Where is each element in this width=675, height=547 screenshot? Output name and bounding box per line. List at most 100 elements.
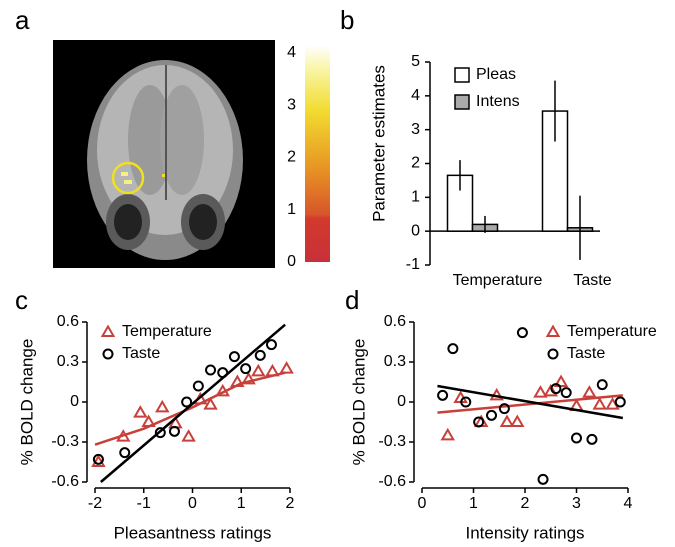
point bbox=[440, 427, 455, 441]
point bbox=[230, 374, 245, 387]
panel-label: b bbox=[340, 5, 354, 35]
point bbox=[91, 454, 106, 467]
x-tick-label: Temperature bbox=[453, 272, 543, 289]
point bbox=[265, 363, 280, 377]
point bbox=[486, 409, 498, 421]
point bbox=[241, 371, 256, 385]
x-tick-label: 0 bbox=[418, 495, 427, 512]
fit-line bbox=[437, 394, 623, 414]
y-axis-label: % BOLD change bbox=[349, 339, 368, 466]
point bbox=[560, 387, 572, 399]
point bbox=[141, 414, 156, 427]
y-axis-label: Parameter estimates bbox=[369, 65, 388, 222]
y-tick-label: 0.6 bbox=[384, 313, 406, 330]
point bbox=[498, 403, 510, 415]
y-tick-label: 0.6 bbox=[57, 313, 79, 330]
y-tick-label: 2 bbox=[411, 155, 420, 172]
panel-label: d bbox=[345, 285, 359, 315]
fit-line bbox=[100, 323, 286, 483]
y-axis-label: % BOLD change bbox=[17, 339, 36, 466]
y-tick-label: -1 bbox=[406, 256, 420, 273]
colorbar-tick-label: 3 bbox=[287, 96, 296, 113]
y-tick-label: 0 bbox=[70, 393, 79, 410]
point bbox=[240, 363, 252, 375]
point bbox=[571, 432, 582, 444]
x-tick-label: Taste bbox=[573, 272, 611, 289]
point bbox=[437, 389, 449, 401]
point bbox=[533, 385, 548, 398]
y-tick-label: 0.3 bbox=[57, 353, 79, 370]
panel-label: c bbox=[15, 285, 28, 315]
point bbox=[181, 429, 196, 442]
point bbox=[192, 380, 204, 392]
legend-swatch bbox=[454, 67, 470, 83]
point bbox=[499, 414, 515, 427]
fit-line bbox=[94, 371, 286, 446]
x-tick-label: 2 bbox=[521, 495, 530, 512]
legend-label: Intens bbox=[476, 93, 520, 110]
point bbox=[586, 433, 598, 445]
y-tick-label: -0.6 bbox=[51, 473, 79, 490]
point bbox=[516, 327, 528, 339]
point bbox=[155, 399, 170, 413]
point bbox=[473, 416, 485, 428]
point bbox=[217, 367, 229, 379]
legend-marker bbox=[102, 348, 114, 360]
y-tick-label: 0 bbox=[397, 393, 406, 410]
x-tick-label: -2 bbox=[88, 495, 102, 512]
point bbox=[168, 425, 180, 437]
colorbar bbox=[305, 45, 330, 262]
point bbox=[116, 429, 131, 442]
point bbox=[265, 339, 277, 351]
legend-label: Temperature bbox=[567, 323, 657, 340]
point bbox=[510, 414, 525, 427]
x-tick-label: -1 bbox=[137, 495, 151, 512]
point bbox=[543, 383, 558, 397]
y-tick-label: 3 bbox=[411, 121, 420, 138]
point bbox=[254, 349, 266, 361]
colorbar-tick-label: 2 bbox=[287, 149, 296, 166]
point bbox=[550, 383, 562, 395]
y-tick-label: 0 bbox=[411, 222, 420, 239]
legend-label: Taste bbox=[567, 345, 605, 362]
point bbox=[119, 447, 131, 459]
point bbox=[447, 343, 459, 355]
x-axis-label: Intensity ratings bbox=[465, 523, 584, 542]
x-tick-label: 1 bbox=[469, 495, 478, 512]
colorbar-tick-label: 4 bbox=[287, 44, 296, 61]
point bbox=[596, 379, 608, 391]
point bbox=[582, 385, 597, 398]
y-tick-label: 0.3 bbox=[384, 353, 406, 370]
point bbox=[251, 363, 266, 377]
point bbox=[92, 453, 104, 465]
point bbox=[592, 397, 607, 410]
y-tick-label: -0.6 bbox=[378, 473, 406, 490]
point bbox=[215, 383, 230, 397]
legend-marker bbox=[100, 324, 116, 337]
colorbar-tick-label: 0 bbox=[287, 253, 296, 270]
point bbox=[614, 396, 626, 408]
point bbox=[203, 397, 218, 410]
point bbox=[279, 361, 294, 374]
x-tick-label: 1 bbox=[237, 495, 246, 512]
legend-swatch bbox=[454, 94, 470, 110]
y-tick-label: 5 bbox=[411, 53, 420, 70]
legend-marker bbox=[545, 324, 561, 337]
y-tick-label: 1 bbox=[411, 189, 420, 206]
point bbox=[181, 396, 193, 408]
x-tick-label: 3 bbox=[572, 495, 581, 512]
point bbox=[553, 374, 569, 387]
legend-label: Temperature bbox=[122, 323, 212, 340]
y-tick-label: 4 bbox=[411, 87, 420, 104]
x-tick-label: 2 bbox=[286, 495, 295, 512]
fit-line bbox=[437, 384, 624, 420]
x-tick-label: 4 bbox=[624, 495, 633, 512]
point bbox=[154, 427, 166, 439]
legend-label: Pleas bbox=[476, 66, 516, 83]
y-tick-label: -0.3 bbox=[51, 433, 79, 450]
legend-label: Taste bbox=[122, 345, 160, 362]
colorbar-tick-label: 1 bbox=[287, 201, 296, 218]
legend-marker bbox=[547, 348, 559, 360]
brain-image bbox=[53, 40, 275, 268]
